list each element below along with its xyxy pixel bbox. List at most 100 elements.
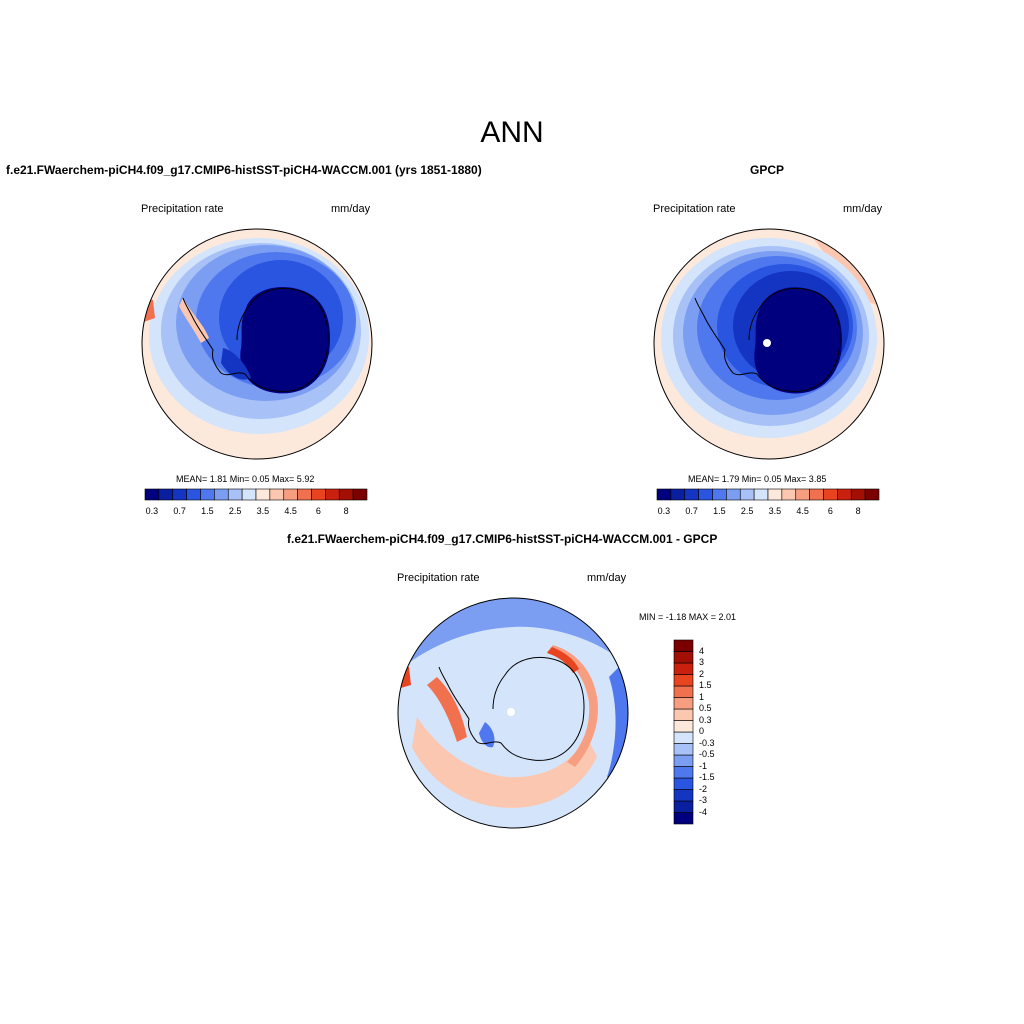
panel1-colorbar-tick-label: 1.5: [201, 506, 214, 516]
panel2-polar-map: [653, 228, 885, 460]
panel1-variable-label: Precipitation rate: [141, 203, 224, 215]
panel3-colorbar-tick-label: -0.3: [699, 737, 715, 748]
panel2-colorbar-box-3: [698, 488, 713, 501]
panel1-units-label: mm/day: [331, 203, 371, 215]
panel3-colorbar-box-2: [673, 789, 694, 802]
panel3-colorbar-tick-label: -4: [699, 806, 708, 817]
panel2-colorbar-tick-label: 4.5: [796, 506, 809, 516]
panel1-colorbar-box-5: [214, 488, 229, 501]
panel1-colorbar-box-15: [352, 488, 368, 501]
panel3-colorbar-box-9: [673, 708, 694, 721]
panel3-coastal-dark-warm: [547, 647, 579, 673]
panel3-colorbar-box-7: [673, 731, 694, 744]
panel2-colorbar-box-4: [712, 488, 727, 501]
panel3-colorbar-box-12: [673, 674, 694, 687]
panel1-title: f.e21.FWaerchem-piCH4.f09_g17.CMIP6-hist…: [6, 163, 482, 177]
panel3-south-warm-band: [412, 717, 597, 808]
panel2-antarctic-interior: [754, 287, 842, 394]
panel1-colorbar-box-6: [227, 488, 243, 501]
panel1-colorbar-box-13: [325, 488, 340, 501]
panel3-colorbar-box-6: [673, 743, 694, 756]
panel2-colorbar-tick-label: 1.5: [713, 506, 726, 516]
panel2-colorbar-box-15: [864, 488, 880, 501]
panel1-colorbar-tick-label: 6: [315, 506, 321, 516]
panel1-map-border: [141, 228, 373, 460]
panel1-colorbar-box-12: [311, 488, 326, 501]
panel2-colorbar-tick-label: 8: [855, 506, 861, 516]
panel3-colorbar-box-1: [673, 800, 694, 813]
panel1-peninsula-low: [221, 348, 251, 380]
panel2-colorbar-box-11: [809, 488, 824, 501]
panel2-colorbar-tick-label: 6: [827, 506, 833, 516]
panel2-colorbar-ticks: 0.3 0.7 1.5 2.5 3.5 4.5 6 8: [657, 506, 879, 518]
panel1-colorbar-box-7: [241, 488, 257, 501]
panel3-colorbar-tick-label: 4: [699, 645, 705, 656]
panel3-title: f.e21.FWaerchem-piCH4.f09_g17.CMIP6-hist…: [287, 532, 718, 546]
panel1-colorbar-tick-label: 0.3: [145, 506, 159, 516]
panel3-colorbar-tick-label: -1.5: [699, 772, 715, 782]
panel2-colorbar-box-8: [767, 488, 783, 501]
panel3-pole-hole: [507, 708, 515, 716]
panel2-colorbar-box-7: [753, 488, 769, 501]
panel3-colorbar-ticks: -4 -3 -2 -1.5 -1 -0.5 -0.3 0 0.3 0.5 1 1.5 2 3 4: [699, 640, 739, 824]
panel3-colorbar-tick-label: 1: [699, 691, 705, 702]
panel2-colorbar-tick-label: 2.5: [740, 506, 754, 516]
panel1-colorbar-tick-label: 0.7: [173, 506, 186, 516]
panel3-stats: MIN = -1.18 MAX = 2.01: [639, 612, 737, 622]
panel1-polar-map: [141, 228, 373, 460]
panel3-colorbar-tick-label: -1: [699, 760, 708, 771]
panel3-colorbar-tick-label: 3: [699, 657, 705, 667]
panel2-colorbar-box-9: [781, 488, 797, 501]
panel3-colorbar-box-8: [673, 720, 694, 733]
panel2-variable-label: Precipitation rate: [653, 203, 736, 215]
panel2-pole-hole: [763, 339, 771, 347]
panel3-colorbar-tick-label: 0.5: [699, 703, 712, 713]
panel1-colorbar-box-4: [200, 488, 215, 501]
panel2-stats: MEAN= 1.79 Min= 0.05 Max= 3.85: [688, 474, 827, 484]
panel2-colorbar-box-12: [823, 488, 838, 501]
panel3-colorbar-box-3: [673, 777, 694, 790]
panel1-colorbar-box-2: [172, 488, 187, 501]
panel1-colorbar-ticks: 0.3 0.7 1.5 2.5 3.5 4.5 6 8: [145, 506, 367, 518]
panel1-colorbar: [144, 488, 368, 501]
panel2-colorbar-box-5: [726, 488, 741, 501]
main-title: ANN: [480, 116, 544, 149]
panel2-colorbar-tick-label: 3.5: [768, 506, 782, 516]
panel3-colorbar-tick-label: 2: [699, 668, 705, 679]
panel2-colorbar-box-13: [837, 488, 852, 501]
panel1-colorbar-box-3: [186, 488, 201, 501]
panel3-coastal-warm-ring: [547, 645, 598, 767]
panel2-title: GPCP: [750, 163, 785, 177]
panel3-units-label: mm/day: [587, 572, 627, 584]
panel3-north-blue-band: [398, 598, 628, 672]
panel1-colorbar-box-14: [338, 488, 354, 501]
panel3-colorbar-tick-label: -0.5: [699, 749, 715, 759]
panel1-colorbar-tick-label: 2.5: [228, 506, 242, 516]
panel2-units-label: mm/day: [843, 203, 883, 215]
panel1-colorbar-box-9: [269, 488, 285, 501]
panel3-colorbar-tick-label: 0: [699, 726, 705, 736]
panel2-map-border: [653, 228, 885, 460]
panel3-colorbar-box-10: [673, 697, 694, 710]
panel2-colorbar: [656, 488, 880, 501]
panel1-stats: MEAN= 1.81 Min= 0.05 Max= 5.92: [176, 474, 315, 484]
panel1-coastline: [182, 288, 329, 392]
panel3-interior-cold-patch: [479, 722, 495, 748]
panel3-coastline: [438, 657, 585, 761]
panel3-colorbar-box-15: [673, 639, 694, 652]
panel1-colorbar-tick-label: 8: [343, 506, 349, 516]
panel1-colorbar-box-0: [144, 488, 160, 501]
panel3-colorbar-box-11: [673, 685, 694, 698]
panel1-antarctic-interior: [240, 287, 331, 394]
panel2-colorbar-box-6: [739, 488, 755, 501]
panel2-colorbar-box-1: [670, 488, 686, 501]
panel3-colorbar-box-14: [673, 651, 694, 664]
panel3-polar-map: [397, 597, 629, 829]
panel3-colorbar-tick-label: -2: [699, 783, 708, 794]
panel3-colorbar-tick-label: 0.3: [699, 714, 712, 725]
panel3-colorbar: [673, 639, 694, 825]
panel3-colorbar-tick-label: 1.5: [699, 680, 712, 690]
panel2-colorbar-tick-label: 0.7: [685, 506, 698, 516]
panel1-colorbar-box-1: [158, 488, 174, 501]
panel3-colorbar-tick-label: -3: [699, 795, 708, 805]
